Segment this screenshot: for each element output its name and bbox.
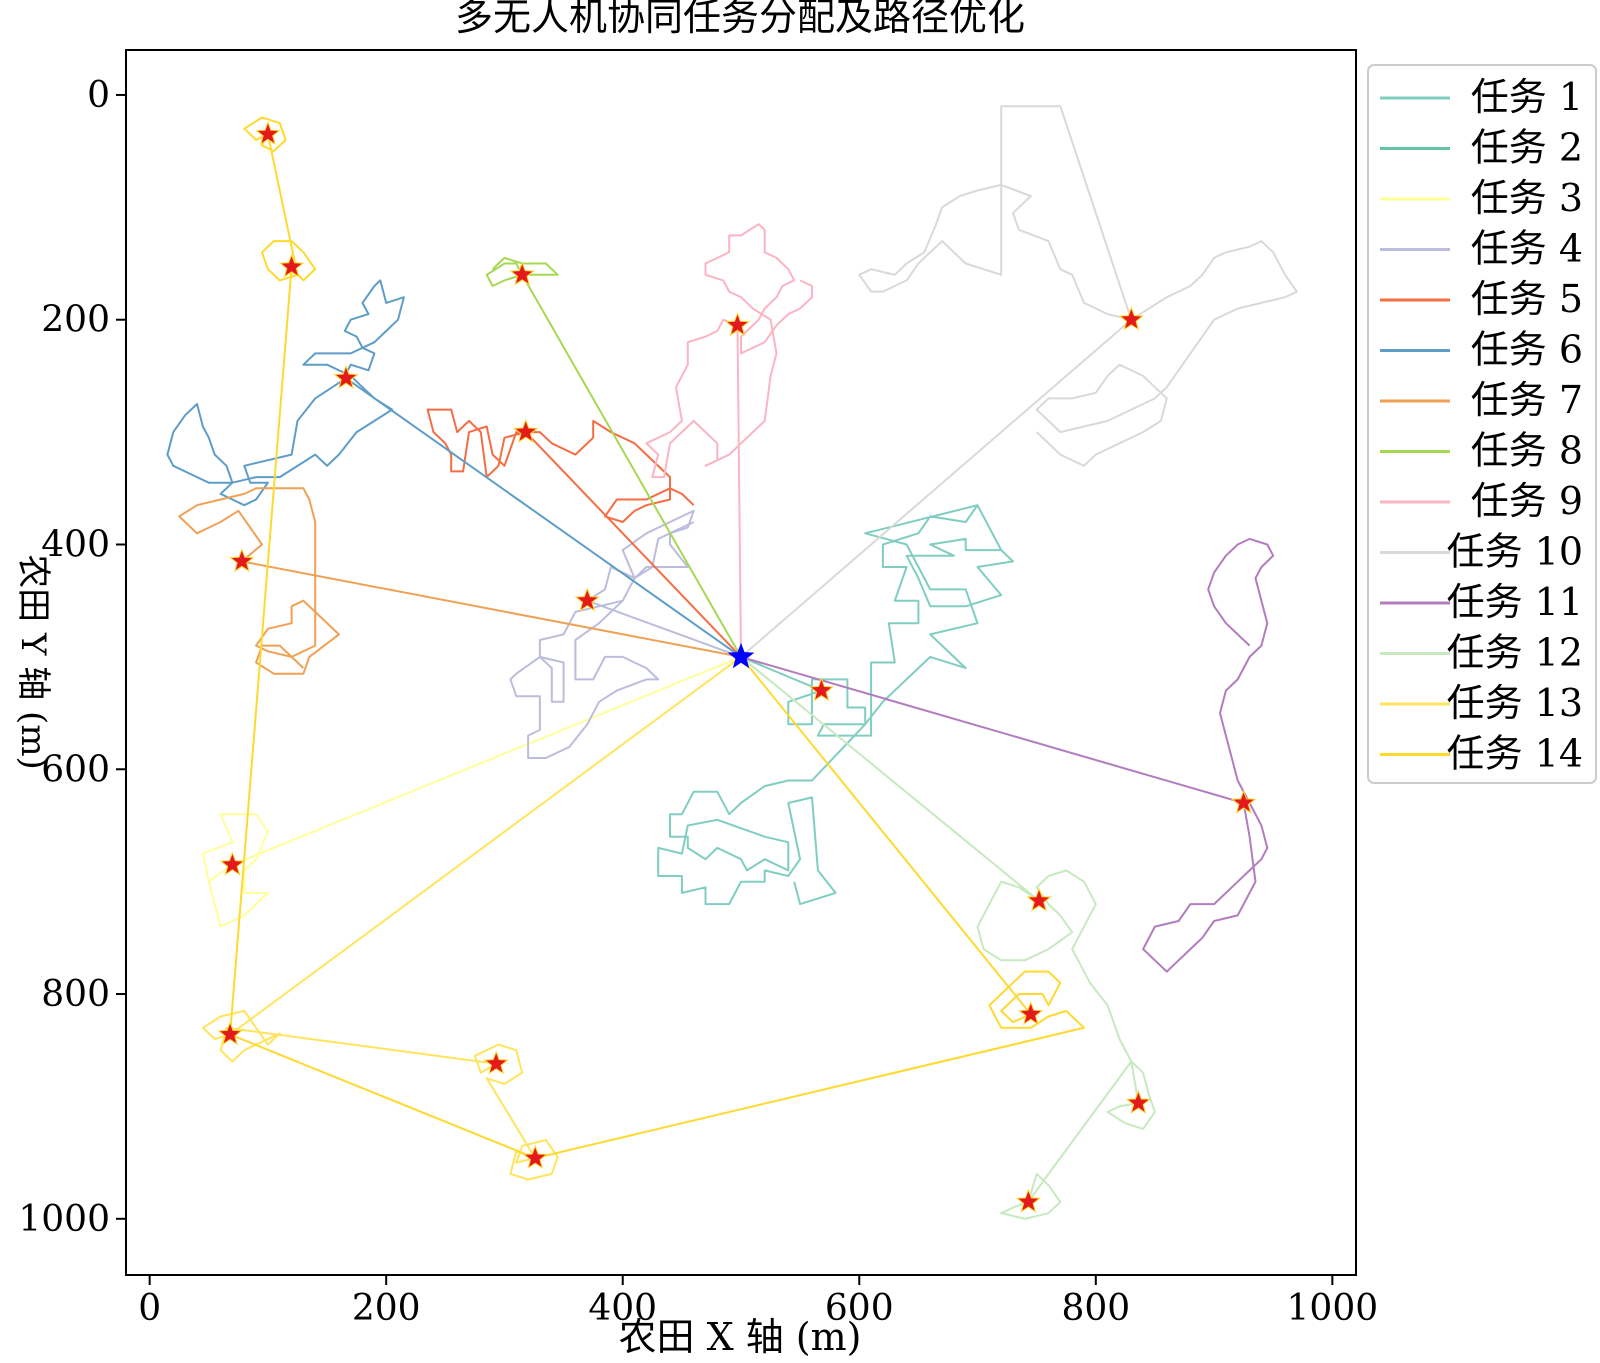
legend-label-3: 任务 3 — [1471, 176, 1583, 220]
target-star-14-2 — [278, 253, 305, 278]
legend-label-7: 任务 7 — [1471, 378, 1583, 422]
target-star-14-1 — [255, 120, 281, 146]
x-tick-label: 0 — [138, 1288, 161, 1329]
x-tick-label: 800 — [1061, 1288, 1130, 1329]
y-tick-label: 200 — [41, 300, 110, 341]
legend-label-10: 任务 10 — [1447, 530, 1583, 574]
series-path-7 — [178, 487, 742, 675]
x-axis-label: 农田 X 轴 (m) — [619, 1315, 862, 1359]
target-star-12-2 — [1125, 1089, 1152, 1114]
legend-label-1: 任务 1 — [1471, 75, 1583, 119]
target-star-5-1 — [512, 418, 539, 443]
target-star-1-1 — [808, 677, 835, 702]
series-path-5 — [426, 408, 742, 658]
depot-star — [727, 642, 755, 669]
target-star-9-1 — [724, 311, 751, 337]
y-tick-label: 0 — [87, 75, 110, 116]
series-path-14 — [229, 116, 1085, 1160]
y-axis-label: 农田 Y 轴 (m) — [13, 554, 53, 770]
legend-label-12: 任务 12 — [1447, 631, 1583, 675]
target-star-4-1 — [574, 587, 601, 612]
series-path-4 — [509, 509, 742, 759]
x-tick-label: 600 — [825, 1288, 894, 1329]
series-path-9 — [645, 223, 813, 657]
y-axis-ticks: 0 200 400 600 800 1000 — [18, 75, 126, 1240]
y-tick-label: 800 — [41, 974, 110, 1015]
x-tick-label: 200 — [352, 1288, 421, 1329]
plot-area-frame — [125, 49, 1357, 1276]
legend-label-11: 任务 11 — [1447, 580, 1583, 624]
series-path-10 — [740, 105, 1298, 658]
target-star-12-3 — [1015, 1188, 1042, 1213]
legend-label-2: 任务 2 — [1471, 126, 1583, 170]
series-path-6 — [166, 279, 742, 658]
x-tick-label: 400 — [588, 1288, 657, 1329]
marker-layer — [217, 120, 1257, 1213]
x-axis-ticks: 0 200 400 600 800 1000 — [138, 1275, 1378, 1329]
legend: 任务 1 任务 2 任务 3 任务 4 任务 5 任务 6 任务 7 任务 8 任务 9 任务 1… — [1367, 64, 1597, 784]
target-star-6-1 — [333, 364, 359, 390]
legend-label-14: 任务 14 — [1447, 732, 1583, 776]
legend-label-5: 任务 5 — [1471, 277, 1583, 321]
legend-label-6: 任务 6 — [1471, 328, 1583, 372]
series-path-13 — [201, 656, 742, 1181]
target-star-10-1 — [1118, 306, 1145, 331]
series-path-8 — [485, 256, 742, 658]
series-path-3 — [201, 655, 742, 928]
target-star-3-1 — [219, 851, 246, 876]
legend-label-4: 任务 4 — [1471, 227, 1583, 271]
target-star-7-1 — [229, 547, 255, 573]
target-star-14-3 — [1017, 1000, 1044, 1026]
legend-label-13: 任务 13 — [1447, 681, 1583, 725]
legend-label-9: 任务 9 — [1471, 479, 1583, 523]
series-layer — [166, 105, 1298, 1220]
series-path-12 — [740, 656, 1156, 1220]
target-star-13-2 — [483, 1050, 509, 1075]
x-tick-label: 1000 — [1287, 1288, 1379, 1329]
target-star-11-1 — [1230, 789, 1257, 814]
y-tick-label: 600 — [41, 749, 110, 790]
target-star-13-3 — [522, 1144, 548, 1169]
target-star-13-1 — [217, 1021, 243, 1046]
y-tick-label: 400 — [41, 524, 110, 565]
chart-title: 多无人机协同任务分配及路径优化 — [455, 0, 1025, 39]
series-path-1 — [657, 504, 1014, 906]
legend-items: 任务 1 任务 2 任务 3 任务 4 任务 5 任务 6 任务 7 任务 8 任务 9 任务 1… — [1380, 75, 1583, 776]
legend-label-8: 任务 8 — [1471, 429, 1583, 473]
target-star-8-1 — [509, 261, 535, 286]
target-star-12-1 — [1026, 887, 1052, 912]
y-tick-label: 1000 — [18, 1199, 110, 1240]
legend-frame — [1367, 64, 1597, 784]
